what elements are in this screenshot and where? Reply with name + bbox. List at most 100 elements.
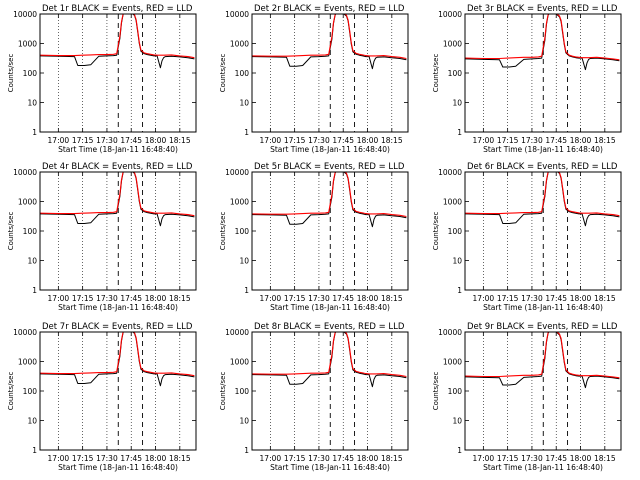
- events-series-line: [465, 172, 620, 227]
- x-tick-label: 17:00: [260, 136, 282, 145]
- y-axis-label: Counts/sec: [219, 372, 227, 411]
- y-tick-label: 1: [244, 286, 249, 295]
- x-tick-label: 18:00: [570, 294, 592, 303]
- lld-series-line: [252, 332, 407, 378]
- events-series-line: [465, 332, 620, 389]
- x-tick-label: 17:45: [332, 294, 354, 303]
- lld-series-line: [252, 14, 407, 60]
- y-tick-label: 1: [32, 286, 37, 295]
- x-tick-label: 17:45: [120, 136, 142, 145]
- x-tick-label: 17:15: [497, 136, 519, 145]
- y-tick-label: 10: [239, 417, 249, 426]
- y-tick-label: 1: [457, 128, 462, 137]
- x-tick-label: 18:15: [381, 136, 403, 145]
- detector-panel: Det 8r BLACK = Events, RED = LLD 1 10 100 10…: [219, 322, 409, 472]
- x-tick-label: 18:15: [594, 136, 616, 145]
- y-axis-label: Counts/sec: [7, 54, 15, 93]
- y-tick-label: 10000: [13, 168, 37, 177]
- y-tick-label: 10: [27, 99, 37, 108]
- x-tick-label: 17:45: [120, 454, 142, 463]
- y-tick-label: 100: [23, 227, 38, 236]
- y-tick-label: 1000: [230, 358, 249, 367]
- x-tick-label: 17:30: [308, 454, 330, 463]
- y-tick-label: 1000: [230, 198, 249, 207]
- x-axis-label: Start Time (18-Jan-11 16:48:40): [270, 145, 390, 154]
- x-tick-label: 17:15: [497, 454, 519, 463]
- x-tick-label: 17:15: [72, 454, 94, 463]
- detector-panel: Det 7r BLACK = Events, RED = LLD 1 10 100 10…: [7, 322, 197, 472]
- plot-frame: [39, 13, 197, 133]
- panel-title: Det 5r BLACK = Events, RED = LLD: [254, 162, 405, 172]
- lld-series-line: [40, 172, 195, 217]
- panel-title: Det 9r BLACK = Events, RED = LLD: [467, 322, 618, 332]
- x-tick-label: 18:15: [381, 454, 403, 463]
- plot-frame: [251, 331, 409, 451]
- y-tick-label: 10000: [438, 168, 462, 177]
- x-tick-label: 17:00: [48, 294, 70, 303]
- y-tick-label: 1: [244, 128, 249, 137]
- y-axis-label: Counts/sec: [432, 372, 440, 411]
- x-tick-label: 17:45: [545, 136, 567, 145]
- y-axis-label: Counts/sec: [219, 212, 227, 251]
- x-tick-label: 17:30: [308, 136, 330, 145]
- x-tick-label: 17:00: [260, 294, 282, 303]
- lld-series-line: [40, 14, 195, 59]
- y-axis-label: Counts/sec: [7, 372, 15, 411]
- x-tick-label: 17:15: [497, 294, 519, 303]
- events-series-line: [40, 172, 195, 227]
- y-tick-label: 1000: [443, 198, 462, 207]
- x-tick-label: 18:00: [357, 294, 379, 303]
- panel-title: Det 6r BLACK = Events, RED = LLD: [467, 162, 618, 172]
- x-tick-label: 17:30: [308, 294, 330, 303]
- y-tick-label: 10000: [438, 328, 462, 337]
- y-tick-label: 1000: [443, 40, 462, 49]
- y-axis-label: Counts/sec: [432, 54, 440, 93]
- events-series-line: [252, 172, 407, 228]
- panel-title: Det 1r BLACK = Events, RED = LLD: [42, 4, 193, 14]
- events-series-line: [40, 14, 195, 69]
- y-tick-label: 10: [239, 257, 249, 266]
- y-tick-label: 100: [23, 69, 38, 78]
- y-tick-label: 10000: [225, 328, 249, 337]
- detector-panel: Det 5r BLACK = Events, RED = LLD 1 10 100 10…: [219, 162, 409, 312]
- y-tick-label: 10000: [225, 10, 249, 19]
- y-tick-label: 1: [32, 446, 37, 455]
- lld-series-line: [252, 172, 407, 218]
- y-tick-label: 100: [448, 387, 463, 396]
- detector-panel: Det 4r BLACK = Events, RED = LLD 1 10 100 10…: [7, 162, 197, 312]
- detector-panel: Det 2r BLACK = Events, RED = LLD 1 10 100 10…: [219, 4, 409, 154]
- detector-panel: Det 3r BLACK = Events, RED = LLD 1 10 100 10…: [432, 4, 622, 154]
- x-tick-label: 17:45: [332, 136, 354, 145]
- y-tick-label: 1: [457, 446, 462, 455]
- x-tick-label: 18:00: [145, 136, 167, 145]
- y-tick-label: 100: [448, 69, 463, 78]
- y-axis-label: Counts/sec: [432, 212, 440, 251]
- detector-panel: Det 1r BLACK = Events, RED = LLD 1 10 100 10…: [7, 4, 197, 154]
- y-tick-label: 10000: [225, 168, 249, 177]
- y-axis-label: Counts/sec: [219, 54, 227, 93]
- x-tick-label: 17:30: [521, 454, 543, 463]
- plot-frame: [251, 171, 409, 291]
- x-axis-label: Start Time (18-Jan-11 16:48:40): [58, 463, 178, 472]
- x-tick-label: 17:00: [48, 454, 70, 463]
- y-tick-label: 10: [452, 257, 462, 266]
- x-tick-label: 17:00: [260, 454, 282, 463]
- x-tick-label: 18:00: [570, 136, 592, 145]
- detector-panel: Det 9r BLACK = Events, RED = LLD 1 10 100 10…: [432, 322, 622, 472]
- x-axis-label: Start Time (18-Jan-11 16:48:40): [270, 303, 390, 312]
- y-tick-label: 100: [448, 227, 463, 236]
- plot-frame: [464, 171, 622, 291]
- x-tick-label: 17:00: [473, 136, 495, 145]
- x-tick-label: 18:15: [169, 136, 191, 145]
- panel-title: Det 4r BLACK = Events, RED = LLD: [42, 162, 193, 172]
- y-tick-label: 1000: [18, 198, 37, 207]
- x-tick-label: 17:00: [473, 454, 495, 463]
- x-tick-label: 17:00: [473, 294, 495, 303]
- y-tick-label: 1000: [18, 358, 37, 367]
- y-tick-label: 100: [235, 69, 250, 78]
- events-series-line: [465, 14, 620, 71]
- x-tick-label: 17:15: [72, 136, 94, 145]
- lld-series-line: [40, 332, 195, 377]
- y-tick-label: 1: [32, 128, 37, 137]
